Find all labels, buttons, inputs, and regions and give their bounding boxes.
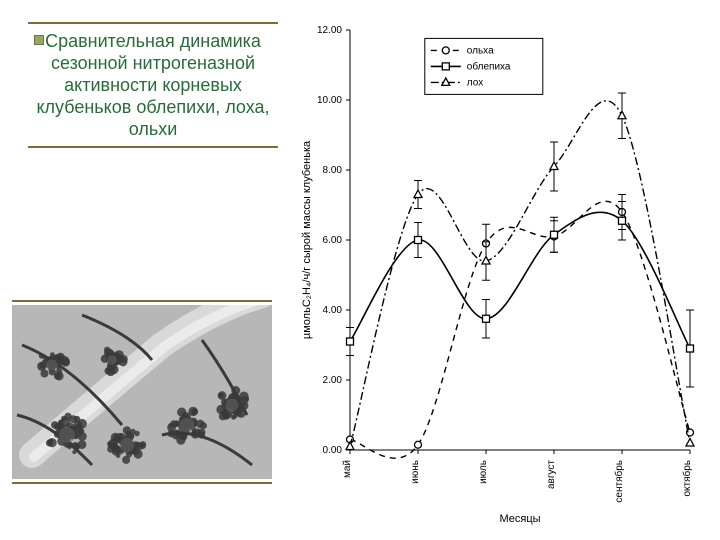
svg-text:12.00: 12.00: [317, 25, 342, 36]
svg-text:4.00: 4.00: [323, 305, 343, 316]
page-title: Сравнительная динамика сезонной нитроген…: [28, 30, 278, 140]
svg-text:август: август: [546, 460, 557, 489]
svg-text:µмольC₂H₄/ч/г сырой массы клуб: µмольC₂H₄/ч/г сырой массы клубенька: [301, 140, 313, 339]
svg-text:лох: лох: [467, 77, 483, 88]
svg-text:май: май: [342, 460, 353, 478]
chart-svg: 0.00 2.00 4.00 6.00 8.00 10.00 12.00 май июнь июл…: [292, 8, 712, 528]
svg-text:6.00: 6.00: [323, 235, 343, 246]
svg-text:ольха: ольха: [467, 45, 494, 56]
svg-text:Месяцы: Месяцы: [499, 513, 540, 525]
svg-text:облепиха: облепиха: [467, 60, 511, 72]
svg-text:октябрь: октябрь: [681, 460, 693, 497]
page: Сравнительная динамика сезонной нитроген…: [0, 0, 720, 540]
svg-text:2.00: 2.00: [323, 375, 343, 386]
svg-text:сентябрь: сентябрь: [613, 460, 625, 503]
chart-panel: 0.00 2.00 4.00 6.00 8.00 10.00 12.00 май июнь июл…: [292, 8, 712, 528]
svg-text:0.00: 0.00: [323, 445, 343, 456]
title-panel: Сравнительная динамика сезонной нитроген…: [28, 22, 278, 148]
svg-text:июль: июль: [478, 460, 489, 484]
svg-text:8.00: 8.00: [323, 165, 343, 176]
nodule-photo: [12, 305, 272, 479]
photo-frame: [12, 300, 272, 484]
bullet-icon: [34, 35, 44, 45]
svg-text:июнь: июнь: [410, 460, 421, 484]
svg-text:10.00: 10.00: [317, 95, 342, 106]
photo-svg: [12, 305, 272, 479]
